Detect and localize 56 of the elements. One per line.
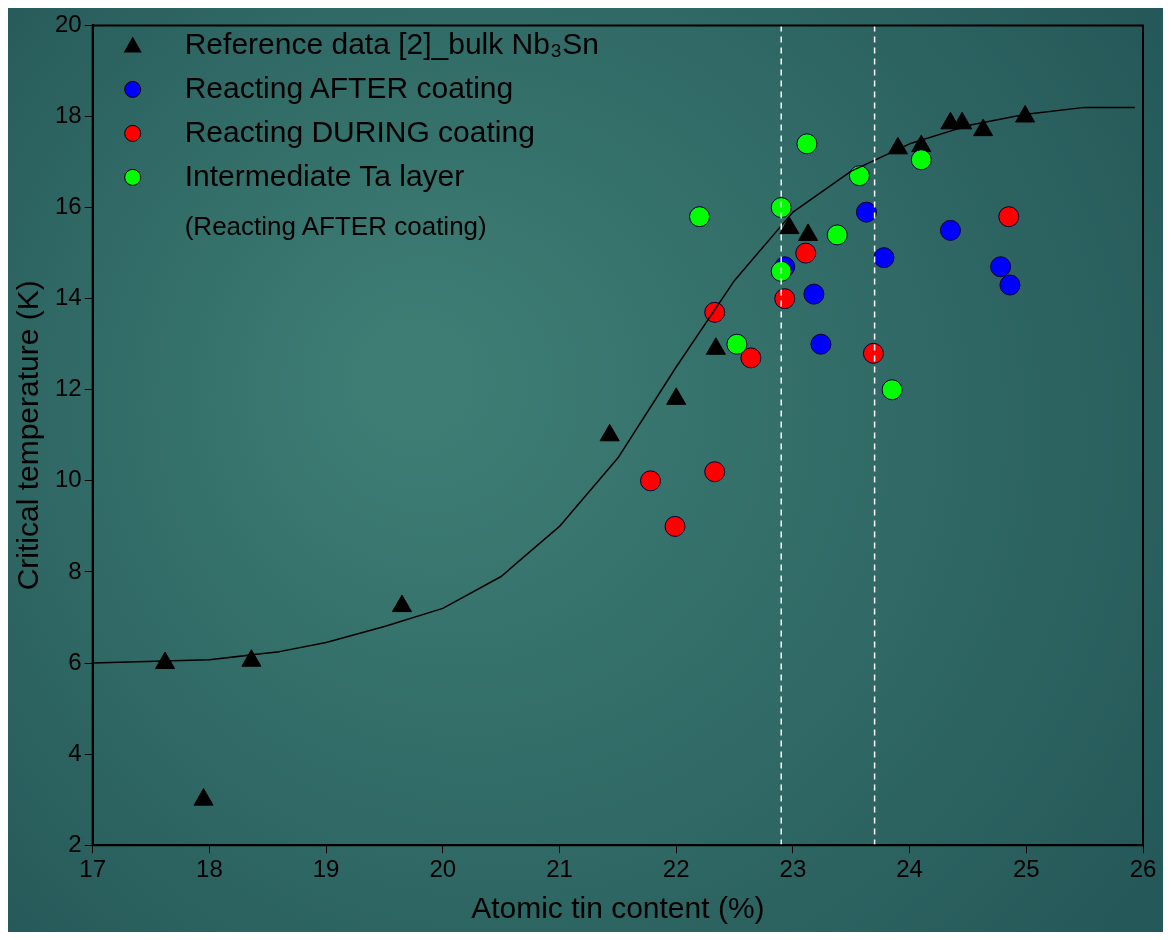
point [689,206,711,228]
point [939,219,961,241]
point [999,274,1021,296]
x-tick-label: 26 [1129,855,1157,883]
y-tick-label: 8 [68,556,82,584]
y-tick-label: 6 [68,647,82,675]
y-axis-title: Critical temperature (K) [11,280,45,591]
y-tick-label: 14 [54,283,82,311]
point [155,651,176,670]
x-tick-label: 19 [312,855,340,883]
point [862,342,884,364]
x-axis-title: Atomic tin content (%) [471,891,765,925]
point [640,470,662,492]
x-tick-label: 20 [429,855,457,883]
y-tick-label: 18 [54,101,82,129]
point [704,461,726,483]
x-tick-label: 23 [779,855,807,883]
point [848,165,870,187]
point [910,149,932,171]
point [740,347,762,369]
point [796,133,818,155]
legend-label: Reacting AFTER coating [184,70,514,104]
point [810,333,832,355]
x-tick-label: 18 [196,855,223,883]
x-tick-label: 24 [896,855,923,883]
x-tick-label: 17 [79,855,107,883]
point [855,201,877,223]
point [774,288,796,310]
point [990,256,1012,278]
x-tick-label: 25 [1012,855,1040,883]
point [599,423,620,442]
annotation: (Reacting AFTER coating) [184,210,487,241]
legend-label: Intermediate Ta layer [184,158,465,192]
x-tick-label: 21 [546,855,573,883]
x-tick-label: 22 [662,855,690,883]
legend-label: Reference data [2]_bulk Nb₃Sn [184,26,599,60]
legend-label: Reacting DURING coating [184,114,535,148]
y-tick-label: 12 [54,374,82,402]
point [726,333,748,355]
y-tick-label: 20 [54,10,82,38]
y-tick-label: 16 [54,192,82,220]
point [704,301,726,323]
point [795,242,817,264]
point [998,206,1020,228]
y-tick-label: 2 [68,829,82,857]
point [770,197,792,219]
point [241,649,262,667]
point [664,515,686,537]
point [803,283,825,305]
point [873,247,895,269]
point [193,788,214,806]
point [826,224,848,246]
point [391,594,412,613]
y-tick-label: 4 [68,738,82,766]
y-tick-label: 10 [54,465,82,493]
point [881,379,903,401]
